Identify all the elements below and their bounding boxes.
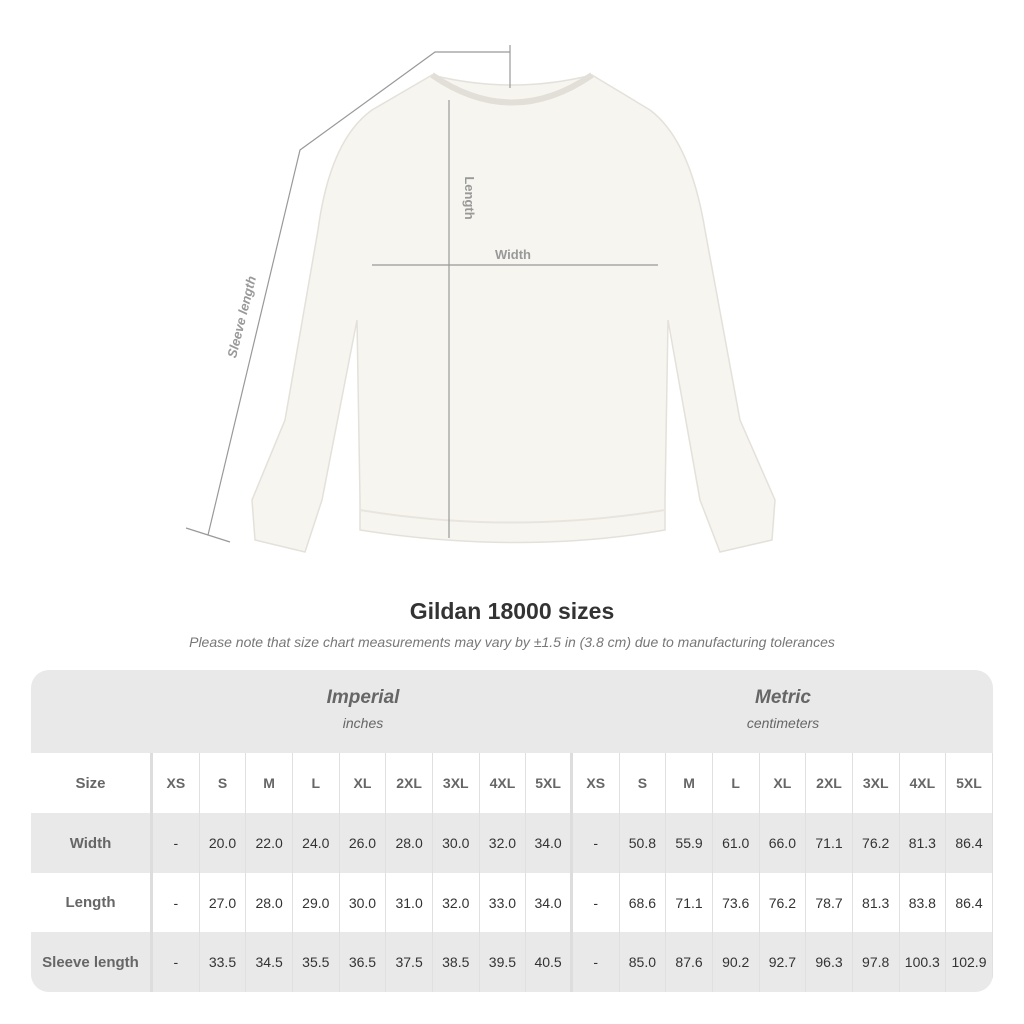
row-label: Size [31, 753, 153, 813]
length-label: Length [462, 176, 477, 219]
imperial-value-cell: 28.0 [246, 873, 293, 932]
table-row: Width -20.0 22.0 24.0 26.0 28.0 30.0 32.0 34.0-5… [31, 813, 993, 873]
metric-value-cell: 86.4 [946, 813, 993, 873]
size-header-cell: 5XL [526, 753, 573, 813]
row-label: Sleeve length [31, 932, 153, 992]
row-label: Length [31, 873, 153, 932]
metric-value-cell: 81.3 [900, 813, 947, 873]
imperial-value-cell: 34.0 [526, 813, 573, 873]
metric-value-cell: - [573, 813, 620, 873]
measurement-lines [185, 45, 658, 543]
metric-value-cell: 76.2 [760, 873, 807, 932]
tolerance-note: Please note that size chart measurements… [189, 634, 835, 650]
imperial-value-cell: 20.0 [200, 813, 247, 873]
metric-value-cell: 73.6 [713, 873, 760, 932]
metric-value-cell: 81.3 [853, 873, 900, 932]
width-label: Width [495, 247, 531, 262]
size-header-cell: S [200, 753, 247, 813]
chart-title: Gildan 18000 sizes [409, 598, 615, 624]
size-header-cell: 5XL [946, 753, 993, 813]
metric-value-cell: 68.6 [620, 873, 667, 932]
size-header-cell: M [666, 753, 713, 813]
size-header-cell: XS [573, 753, 620, 813]
imperial-value-cell: - [153, 932, 200, 992]
size-header-cell: XL [340, 753, 387, 813]
size-header-cell: L [293, 753, 340, 813]
table-row: Sleeve length -33.5 34.5 35.5 36.5 37.5 38.5 39… [31, 932, 993, 992]
imperial-unit: inches [342, 715, 384, 731]
imperial-value-cell: 38.5 [433, 932, 480, 992]
size-header-cell: 4XL [900, 753, 947, 813]
metric-value-cell: 90.2 [713, 932, 760, 992]
size-header-cell: XL [760, 753, 807, 813]
imperial-value-cell: 26.0 [340, 813, 387, 873]
imperial-value-cell: 32.0 [480, 813, 527, 873]
imperial-value-cell: 30.0 [433, 813, 480, 873]
imperial-value-cell: - [153, 813, 200, 873]
metric-value-cell: 83.8 [900, 873, 947, 932]
imperial-value-cell: 37.5 [386, 932, 433, 992]
metric-value-cell: 66.0 [760, 813, 807, 873]
imperial-value-cell: 33.0 [480, 873, 527, 932]
metric-value-cell: 102.9 [946, 932, 993, 992]
imperial-value-cell: 32.0 [433, 873, 480, 932]
metric-header: Metric centimeters [573, 670, 993, 753]
size-header-cell: 4XL [480, 753, 527, 813]
imperial-value-cell: - [153, 873, 200, 932]
metric-value-cell: 50.8 [620, 813, 667, 873]
size-table: Imperial inches Metric centimeters Size X… [31, 670, 993, 992]
size-header-cell: M [246, 753, 293, 813]
metric-value-cell: 96.3 [806, 932, 853, 992]
metric-value-cell: 76.2 [853, 813, 900, 873]
metric-value-cell: 92.7 [760, 932, 807, 992]
imperial-value-cell: 35.5 [293, 932, 340, 992]
metric-value-cell: 78.7 [806, 873, 853, 932]
imperial-header: Imperial inches [153, 670, 573, 753]
metric-value-cell: 71.1 [666, 873, 713, 932]
metric-value-cell: 97.8 [853, 932, 900, 992]
size-header-row: Size XS S M L XL 2XL 3XL 4XL 5XL XS S M L XL 2XL 3XL 4XL 5… [31, 753, 993, 813]
metric-value-cell: 71.1 [806, 813, 853, 873]
sleeve-length-label: Sleeve length [224, 274, 259, 359]
imperial-value-cell: 24.0 [293, 813, 340, 873]
sweatshirt-illustration [251, 72, 776, 553]
imperial-value-cell: 30.0 [340, 873, 387, 932]
size-header-cell: 3XL [853, 753, 900, 813]
imperial-value-cell: 29.0 [293, 873, 340, 932]
imperial-value-cell: 28.0 [386, 813, 433, 873]
size-header-cell: S [620, 753, 667, 813]
imperial-value-cell: 34.0 [526, 873, 573, 932]
size-header-cell: 3XL [433, 753, 480, 813]
metric-title: Metric [755, 687, 811, 708]
metric-value-cell: 55.9 [666, 813, 713, 873]
size-header-cell: 2XL [806, 753, 853, 813]
imperial-value-cell: 22.0 [246, 813, 293, 873]
imperial-value-cell: 40.5 [526, 932, 573, 992]
imperial-value-cell: 36.5 [340, 932, 387, 992]
size-header-cell: L [713, 753, 760, 813]
table-row: Length -27.0 28.0 29.0 30.0 31.0 32.0 33.0 34.0-… [31, 873, 993, 932]
sweatshirt-diagram: Length Width Sleeve length [185, 45, 776, 553]
size-header-cell: 2XL [386, 753, 433, 813]
size-header-cell: XS [153, 753, 200, 813]
metric-value-cell: 87.6 [666, 932, 713, 992]
imperial-value-cell: 39.5 [480, 932, 527, 992]
metric-value-cell: 86.4 [946, 873, 993, 932]
metric-value-cell: - [573, 932, 620, 992]
metric-value-cell: - [573, 873, 620, 932]
imperial-value-cell: 27.0 [200, 873, 247, 932]
metric-value-cell: 61.0 [713, 813, 760, 873]
metric-value-cell: 85.0 [620, 932, 667, 992]
row-label: Width [31, 813, 153, 873]
imperial-value-cell: 34.5 [246, 932, 293, 992]
imperial-value-cell: 33.5 [200, 932, 247, 992]
metric-unit: centimeters [746, 715, 820, 731]
sleeve-arrow [207, 51, 510, 536]
metric-value-cell: 100.3 [900, 932, 947, 992]
imperial-value-cell: 31.0 [386, 873, 433, 932]
imperial-title: Imperial [326, 687, 400, 708]
